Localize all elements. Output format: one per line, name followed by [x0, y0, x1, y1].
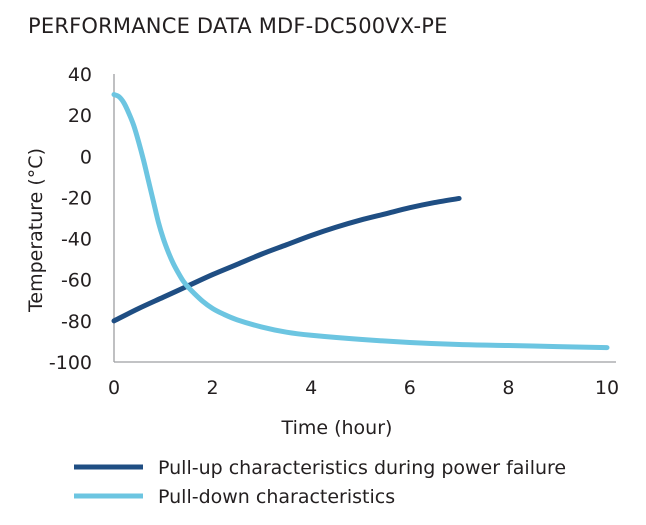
pull-up-series-line	[111, 195, 462, 324]
series-layer	[111, 92, 610, 351]
x-tick-label: 4	[305, 377, 317, 399]
x-tick-label: 2	[207, 377, 219, 399]
legend: Pull-up characteristics during power fai…	[74, 457, 566, 508]
y-tick-label: 40	[68, 64, 92, 86]
y-tick-label: -20	[61, 187, 92, 209]
y-tick-label: -60	[61, 270, 92, 292]
y-tick-label: 0	[80, 146, 92, 168]
legend-label: Pull-up characteristics during power fai…	[158, 457, 566, 479]
x-tick-label: 0	[108, 377, 120, 399]
y-tick-label: 20	[68, 105, 92, 127]
chart-title: PERFORMANCE DATA MDF-DC500VX-PE	[28, 14, 448, 38]
y-tick-label: -80	[61, 311, 92, 333]
legend-label: Pull-down characteristics	[158, 486, 395, 508]
legend-item-pull-down: Pull-down characteristics	[74, 486, 395, 508]
pull-down-series-line	[111, 92, 610, 351]
x-tick-label: 10	[595, 377, 619, 399]
legend-item-pull-up: Pull-up characteristics during power fai…	[74, 457, 566, 479]
y-tick-label: -40	[61, 229, 92, 251]
x-axis-label: Time (hour)	[281, 417, 393, 439]
axes	[113, 74, 616, 363]
x-tick-label: 6	[404, 377, 416, 399]
y-tick-label: -100	[49, 352, 92, 374]
y-axis-label: Temperature (°C)	[25, 148, 47, 313]
y-tick-labels: 40 20 0 -20 -40 -60 -80 -100	[49, 64, 92, 374]
x-tick-label: 8	[502, 377, 514, 399]
x-tick-labels: 0 2 4 6 8 10	[108, 377, 619, 399]
